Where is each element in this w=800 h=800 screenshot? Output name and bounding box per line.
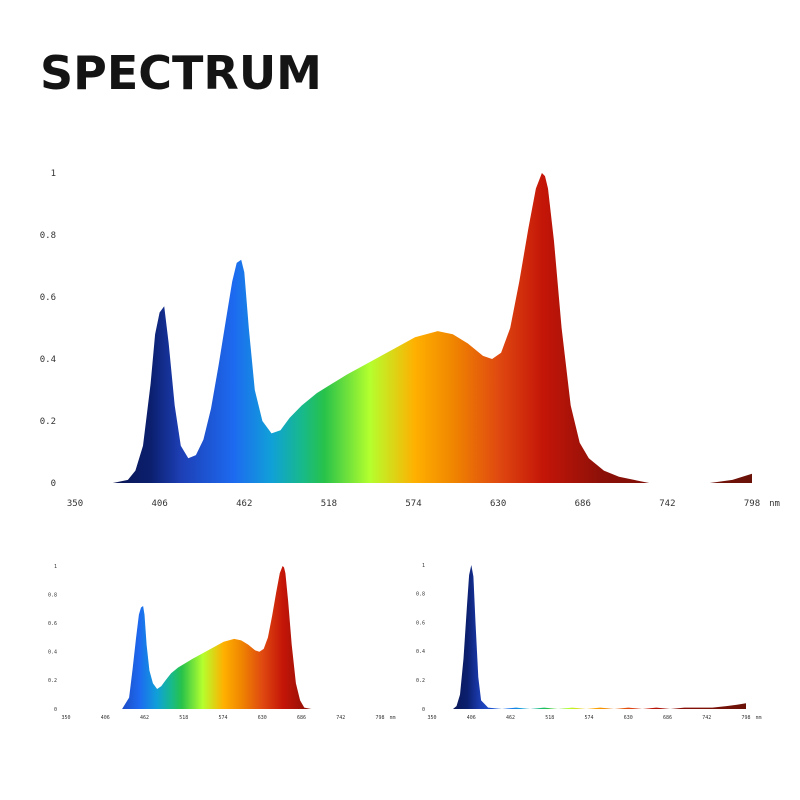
x-tick-label: 518	[545, 715, 554, 721]
y-tick-label: 0	[51, 479, 56, 489]
x-tick-label: 462	[236, 499, 252, 509]
x-tick-label: 406	[151, 499, 167, 509]
x-tick-label: 350	[427, 715, 436, 721]
page-title: SPECTRUM	[40, 46, 322, 100]
spectrum-area	[432, 565, 746, 709]
x-tick-label: 630	[490, 499, 506, 509]
x-tick-label: 574	[218, 715, 227, 721]
x-unit-label: nm	[756, 715, 762, 721]
y-tick-label: 0.6	[48, 621, 57, 627]
y-tick-label: 0	[422, 707, 425, 713]
x-tick-label: 518	[179, 715, 188, 721]
y-tick-label: 0.2	[40, 417, 56, 427]
spectrum-area	[122, 566, 312, 709]
x-tick-label: 462	[506, 715, 515, 721]
x-tick-label: 350	[67, 499, 83, 509]
x-tick-label: 406	[101, 715, 110, 721]
x-tick-label: 742	[336, 715, 345, 721]
x-tick-label: 574	[584, 715, 593, 721]
x-unit-label: nm	[769, 499, 780, 509]
y-tick-label: 1	[422, 563, 425, 569]
y-tick-label: 0.4	[40, 355, 56, 365]
y-tick-label: 1	[54, 564, 57, 570]
x-tick-label: 742	[659, 499, 675, 509]
y-tick-label: 0.8	[416, 592, 425, 598]
spectrum-area	[75, 173, 752, 483]
x-tick-label: 518	[321, 499, 337, 509]
y-tick-label: 0.4	[416, 649, 425, 655]
x-tick-label: 406	[467, 715, 476, 721]
x-tick-label: 742	[702, 715, 711, 721]
x-tick-label: 686	[297, 715, 306, 721]
y-tick-label: 0	[54, 707, 57, 713]
y-tick-label: 0.4	[48, 650, 57, 656]
x-tick-label: 798	[375, 715, 384, 721]
x-tick-label: 574	[405, 499, 421, 509]
y-tick-label: 1	[51, 169, 56, 179]
y-tick-label: 0.6	[40, 293, 56, 303]
x-tick-label: 686	[575, 499, 591, 509]
x-unit-label: nm	[390, 715, 396, 721]
x-tick-label: 686	[663, 715, 672, 721]
y-tick-label: 0.2	[48, 678, 57, 684]
x-tick-label: 630	[624, 715, 633, 721]
x-tick-label: 350	[61, 715, 70, 721]
x-tick-label: 798	[744, 499, 760, 509]
x-tick-label: 798	[741, 715, 750, 721]
y-tick-label: 0.8	[40, 231, 56, 241]
y-tick-label: 0.8	[48, 592, 57, 598]
y-tick-label: 0.6	[416, 620, 425, 626]
x-tick-label: 630	[258, 715, 267, 721]
y-tick-label: 0.2	[416, 678, 425, 684]
x-tick-label: 462	[140, 715, 149, 721]
